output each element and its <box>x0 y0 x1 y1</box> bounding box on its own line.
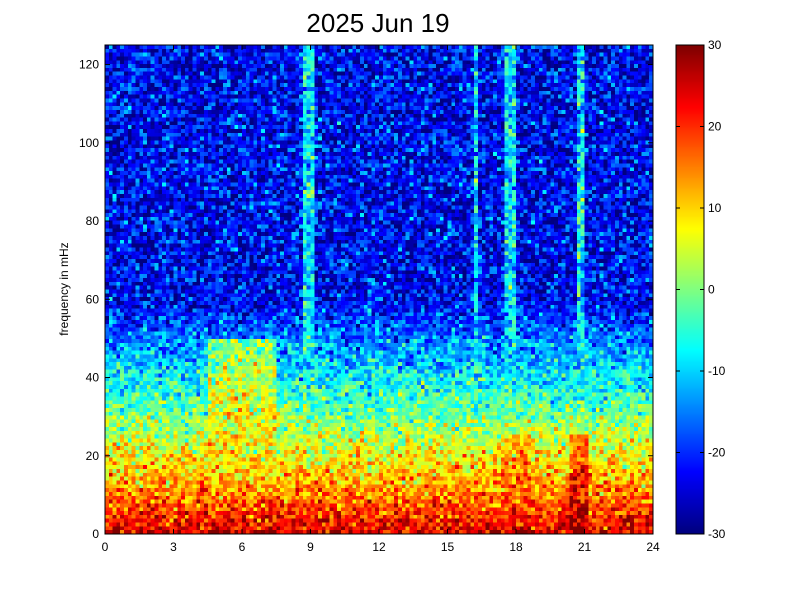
colorbar-gradient <box>676 45 704 534</box>
x-tick-label: 21 <box>578 540 592 554</box>
spectrogram-heatmap <box>105 45 653 534</box>
x-tick-label: 15 <box>441 540 455 554</box>
colorbar-tick-label: 30 <box>708 38 722 52</box>
y-tick-label: 60 <box>86 292 100 306</box>
colorbar-tick-label: -10 <box>708 364 726 378</box>
x-tick-label: 0 <box>102 540 109 554</box>
y-tick-label: 20 <box>86 449 100 463</box>
x-tick-label: 6 <box>239 540 246 554</box>
colorbar-tick-label: 20 <box>708 120 722 134</box>
x-tick-label: 3 <box>170 540 177 554</box>
colorbar-ticks: 30 20 10 0 -10 -20 -30 <box>676 38 726 541</box>
y-axis-label: frequency in mHz <box>57 242 71 335</box>
colorbar: 30 20 10 0 -10 -20 -30 <box>675 38 726 541</box>
y-tick-label: 80 <box>86 214 100 228</box>
chart-title: 2025 Jun 19 <box>306 8 449 38</box>
colorbar-tick-label: 10 <box>708 201 722 215</box>
colorbar-tick-label: -30 <box>708 527 726 541</box>
x-tick-label: 24 <box>646 540 660 554</box>
y-tick-label: 120 <box>79 58 99 72</box>
x-tick-label: 12 <box>372 540 386 554</box>
colorbar-tick-label: -20 <box>708 446 726 460</box>
y-tick-label: 0 <box>92 527 99 541</box>
y-axis: 0 20 40 60 80 100 120 <box>79 58 653 541</box>
x-tick-label: 18 <box>509 540 523 554</box>
plot-area <box>104 44 654 535</box>
y-tick-label: 100 <box>79 136 99 150</box>
x-axis: 0 3 6 9 12 15 18 21 24 <box>102 45 660 554</box>
y-tick-label: 40 <box>86 371 100 385</box>
colorbar-tick-label: 0 <box>708 283 715 297</box>
x-tick-label: 9 <box>307 540 314 554</box>
